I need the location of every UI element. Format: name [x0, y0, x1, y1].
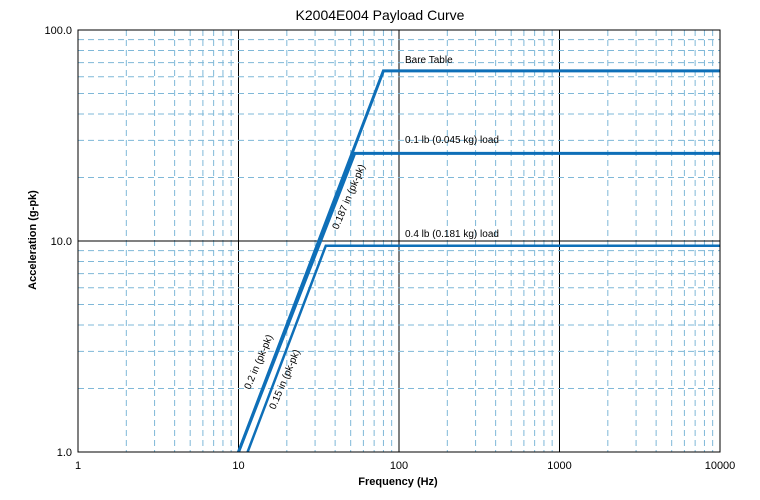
x-tick-label: 1	[75, 460, 81, 472]
x-tick-label: 10	[232, 460, 244, 472]
plot-frame	[77, 29, 721, 453]
annotation-label: 0.4 lb (0.181 kg) load	[405, 229, 499, 240]
series-line	[246, 244, 720, 453]
y-tick-label: 1.0	[57, 447, 72, 459]
x-axis-title: Frequency (Hz)	[358, 476, 438, 488]
y-tick-label: 100.0	[44, 25, 72, 37]
annotation-label: Bare Table	[405, 55, 453, 66]
x-tick-label: 10000	[705, 460, 736, 472]
series-layer	[237, 69, 720, 453]
annotation-layer: Bare Table 0.1 lb (0.045 kg) load 0.4 lb (…	[243, 55, 499, 411]
grid-layer	[78, 30, 720, 452]
y-axis-title: Acceleration (g-pk)	[27, 190, 39, 290]
x-tick-label: 1000	[547, 460, 571, 472]
y-tick-label: 10.0	[51, 236, 72, 248]
x-tick-label: 100	[390, 460, 408, 472]
chart-title: K2004E004 Payload Curve	[296, 7, 465, 23]
annotation-label: 0.1 lb (0.045 kg) load	[405, 135, 499, 146]
annotation-label: 0.2 in (pk-pk)	[243, 333, 276, 391]
series-line	[237, 151, 720, 453]
tick-labels: 1 10 100 1000 10000 1.0 10.0 100.0	[44, 25, 735, 472]
